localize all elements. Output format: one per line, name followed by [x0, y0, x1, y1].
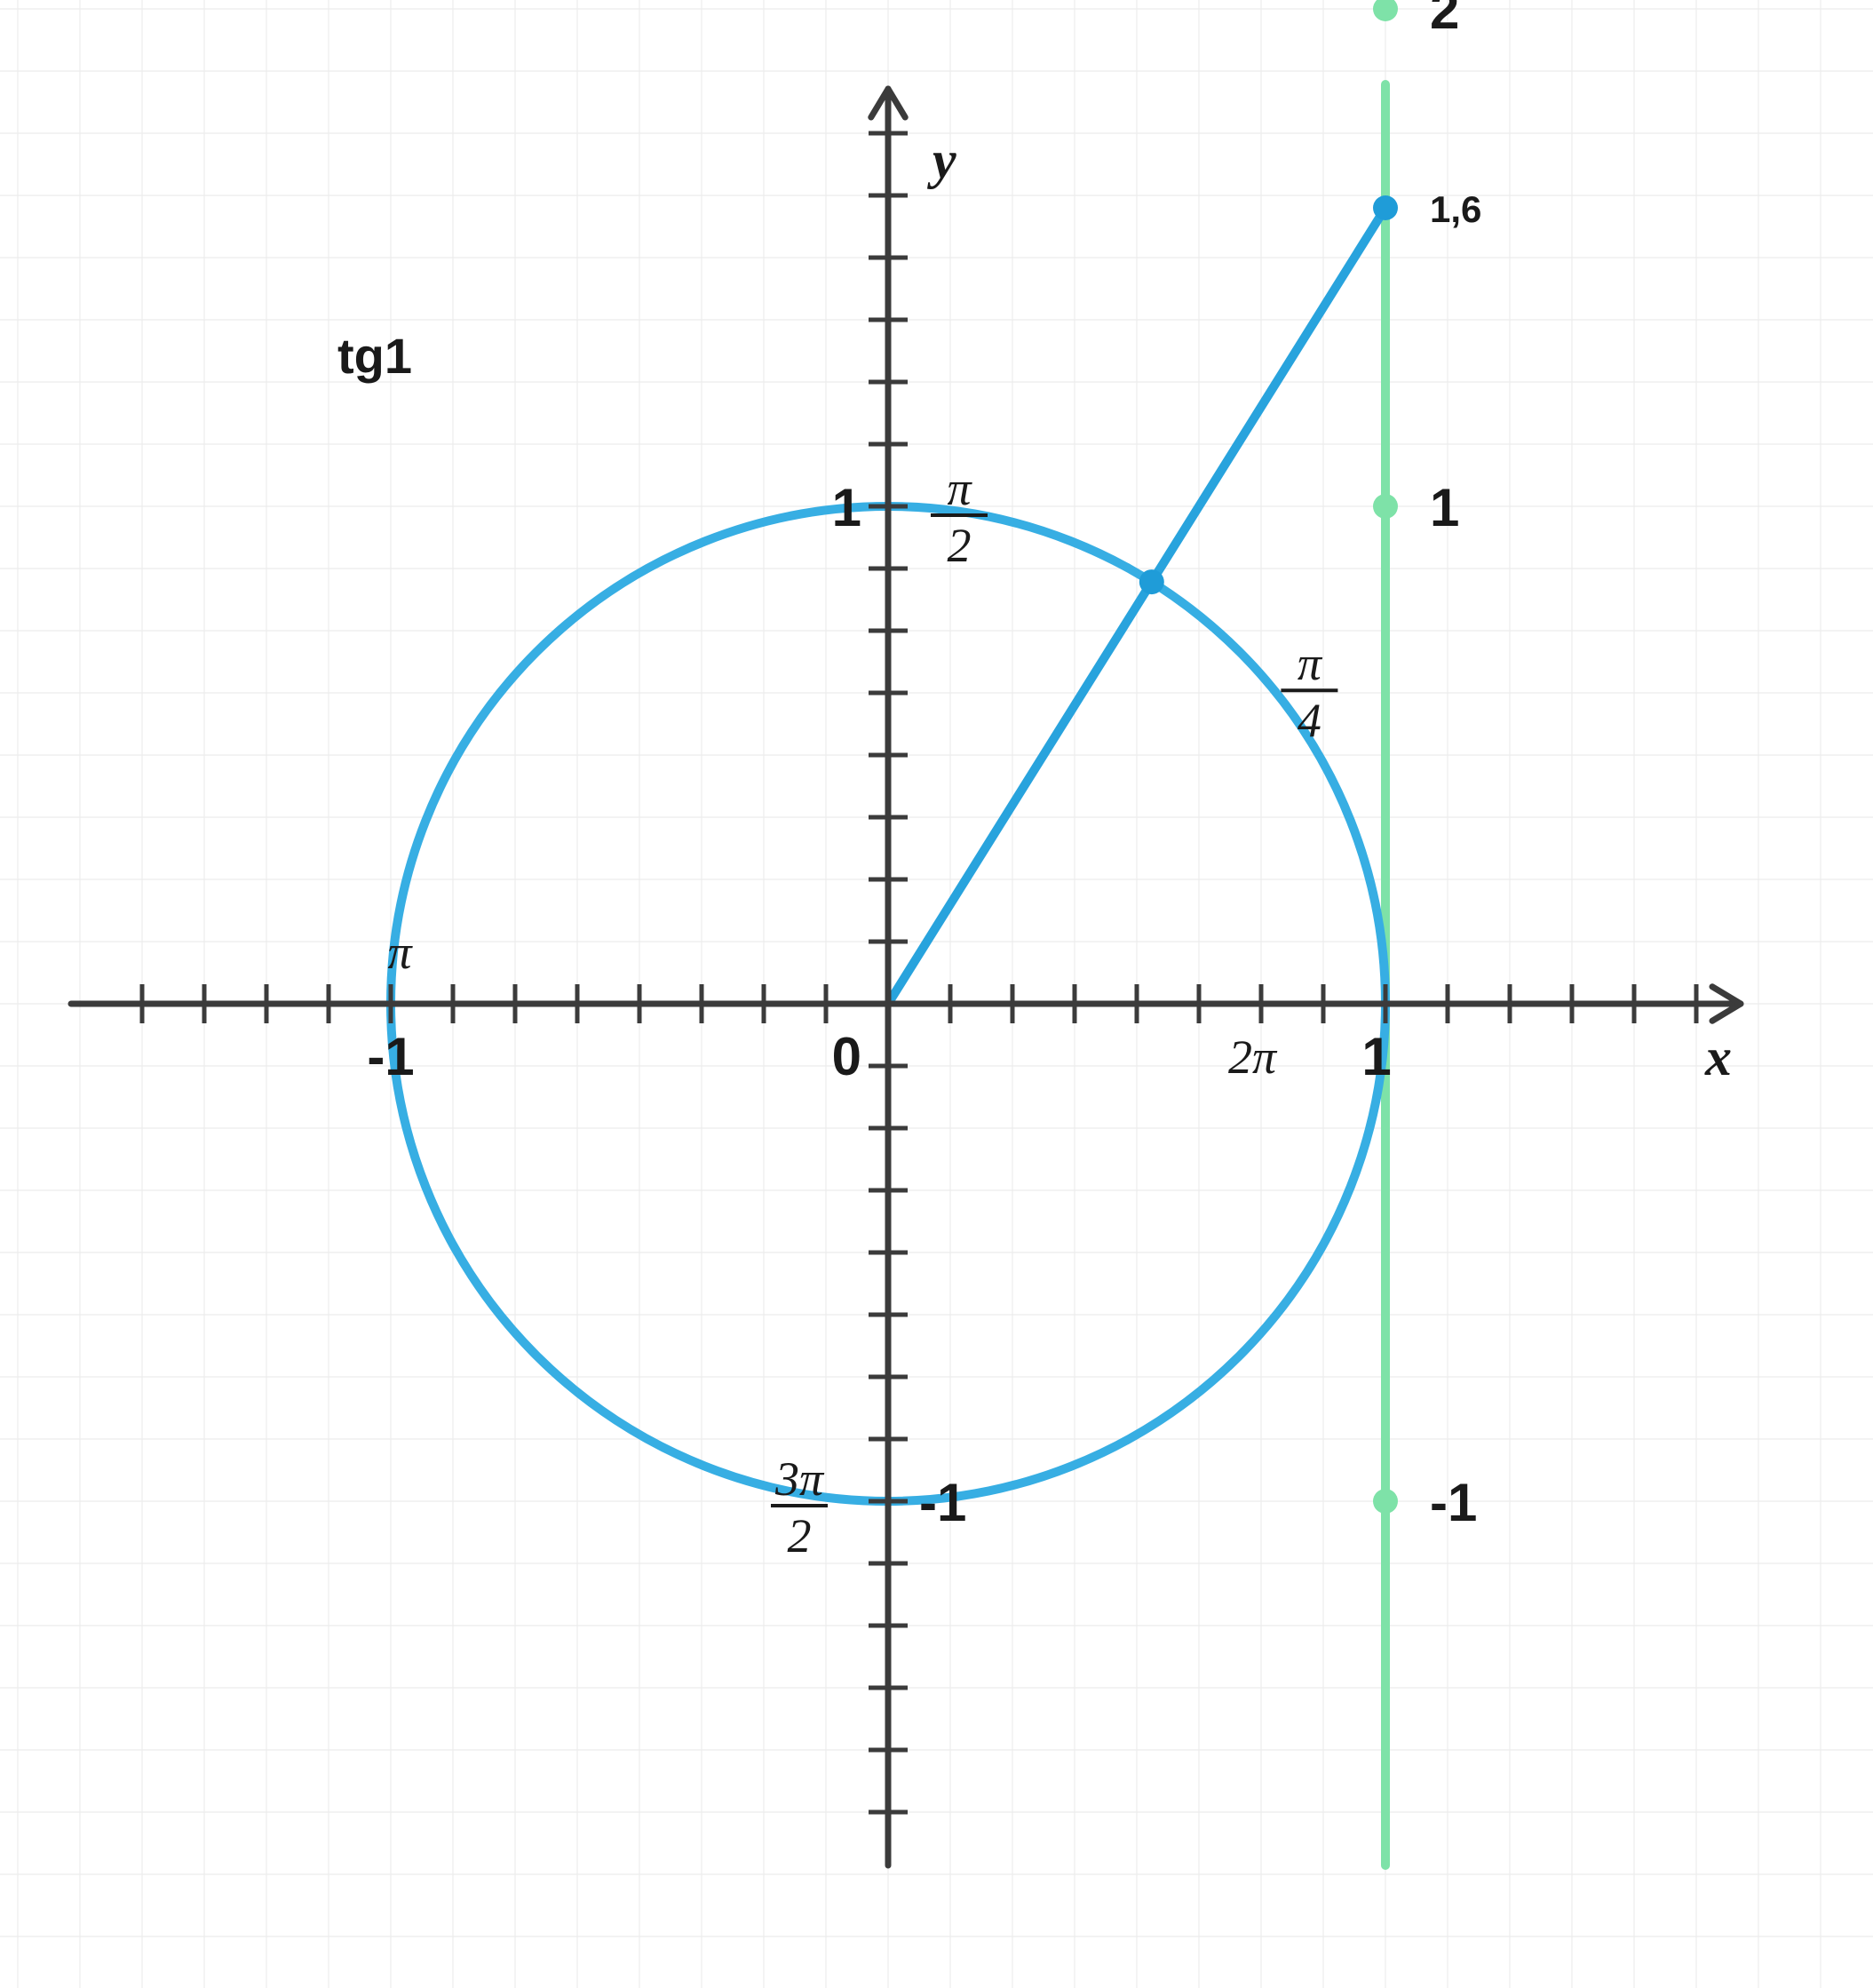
label: π — [947, 462, 972, 515]
label: 3π — [774, 1452, 825, 1506]
tangent-point — [1373, 494, 1398, 519]
origin-label: 0 — [832, 1027, 861, 1086]
tangent-point — [1373, 0, 1398, 21]
grid — [0, 0, 1873, 1988]
label: 2 — [948, 519, 972, 572]
label: 2 — [788, 1509, 812, 1563]
y-1-label: 1 — [832, 478, 861, 537]
label: 4 — [1298, 694, 1321, 747]
three-pi-over-2-label: 3π2 — [771, 1452, 828, 1563]
pi-label: π — [387, 926, 413, 979]
unit-circle-diagram: xytg10-111-1π2π4π2π3π221-11,6 — [0, 0, 1873, 1988]
pi-over-4-label: π4 — [1281, 637, 1337, 747]
ray-endpoint — [1373, 195, 1398, 220]
x-neg1-label: -1 — [367, 1027, 414, 1086]
tangent-point — [1373, 1489, 1398, 1514]
ray-endpoint-label: 1,6 — [1430, 188, 1481, 230]
diagram-title: tg1 — [337, 328, 412, 384]
two-pi-label: 2π — [1228, 1030, 1278, 1084]
x-1-label: 1 — [1361, 1027, 1391, 1086]
tangent-label-2: 2 — [1430, 0, 1459, 40]
y-axis-label: y — [927, 131, 956, 189]
tangent-label--1: -1 — [1430, 1473, 1477, 1532]
y-neg1-label: -1 — [919, 1473, 966, 1532]
x-axis-label: x — [1704, 1028, 1732, 1086]
pi-over-2-label: π2 — [931, 462, 988, 572]
ray-circle-intersection — [1139, 569, 1164, 594]
tangent-label-1: 1 — [1430, 478, 1459, 537]
label: π — [1298, 637, 1323, 690]
